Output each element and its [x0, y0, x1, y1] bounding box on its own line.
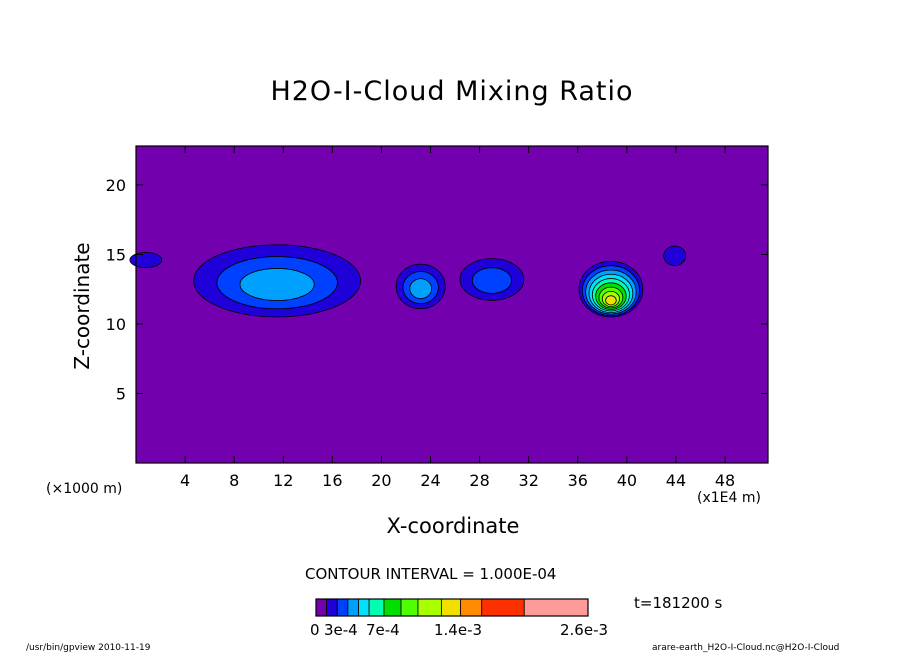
time-label: t=181200 s [634, 594, 723, 612]
colorbar-swatch [326, 598, 338, 617]
axis-ticks [136, 146, 768, 463]
y-tick-label: 20 [106, 176, 126, 195]
colorbar [315, 598, 589, 617]
contour-fills [129, 146, 768, 463]
colorbar-swatch [417, 598, 442, 617]
x-tick-label: 24 [420, 471, 440, 490]
colorbar-swatch [336, 598, 349, 617]
footer-source-file: arare-earth_H2O-I-Cloud.nc@H2O-I-Cloud [652, 643, 840, 653]
x-tick-label: 40 [617, 471, 637, 490]
y-tick-label: 10 [106, 315, 126, 334]
cloud-0-level-1 [129, 251, 163, 269]
cloud-2-level-3 [409, 278, 433, 299]
colorbar-label-1: 3e-4 [324, 621, 358, 639]
y-tick-label: 5 [116, 384, 126, 403]
y-axis-label: Z-coordinate [70, 242, 94, 370]
x-axis-label: X-coordinate [386, 514, 520, 538]
chart-title: H2O-I-Cloud Mixing Ratio [270, 76, 634, 107]
colorbar-label-2: 7e-4 [366, 621, 400, 639]
colorbar-swatch [460, 598, 483, 617]
colorbar-swatch [481, 598, 525, 617]
cloud-5-level-1 [663, 245, 687, 266]
cloud-4-level-9 [605, 295, 617, 306]
x-tick-label: 4 [180, 471, 190, 490]
colorbar-label-4: 2.6e-3 [560, 621, 609, 639]
colorbar-swatch [523, 598, 589, 617]
plot-frame [135, 145, 769, 464]
cloud-3-level-2 [471, 267, 512, 294]
footer-program-date: /usr/bin/gpview 2010-11-19 [26, 643, 151, 653]
colorbar-swatch [383, 598, 402, 617]
y-tick-label: 15 [106, 245, 126, 264]
cloud-1-level-3 [239, 268, 315, 301]
colorbar-swatch [347, 598, 359, 617]
x-unit-note: (×1000 m) [46, 481, 123, 497]
colorbar-label-0: 0 [310, 621, 320, 639]
x-tick-label: 48 [715, 471, 735, 490]
colorbar-swatch [400, 598, 419, 617]
colorbar-label-3: 1.4e-3 [434, 621, 483, 639]
colorbar-frame [315, 598, 589, 617]
contour-interval-label: CONTOUR INTERVAL = 1.000E-04 [305, 565, 557, 583]
colorbar-swatch [368, 598, 385, 617]
x-tick-label: 12 [273, 471, 293, 490]
x-tick-label: 16 [322, 471, 342, 490]
colorbar-swatch [315, 598, 328, 617]
colorbar-swatch [358, 598, 370, 617]
x-tick-label: 44 [666, 471, 686, 490]
x-scale-note: (x1E4 m) [697, 490, 761, 506]
x-tick-label: 28 [469, 471, 489, 490]
x-tick-label: 20 [371, 471, 391, 490]
x-tick-label: 32 [519, 471, 539, 490]
x-tick-label: 8 [229, 471, 239, 490]
colorbar-swatch [440, 598, 461, 617]
x-tick-label: 36 [568, 471, 588, 490]
